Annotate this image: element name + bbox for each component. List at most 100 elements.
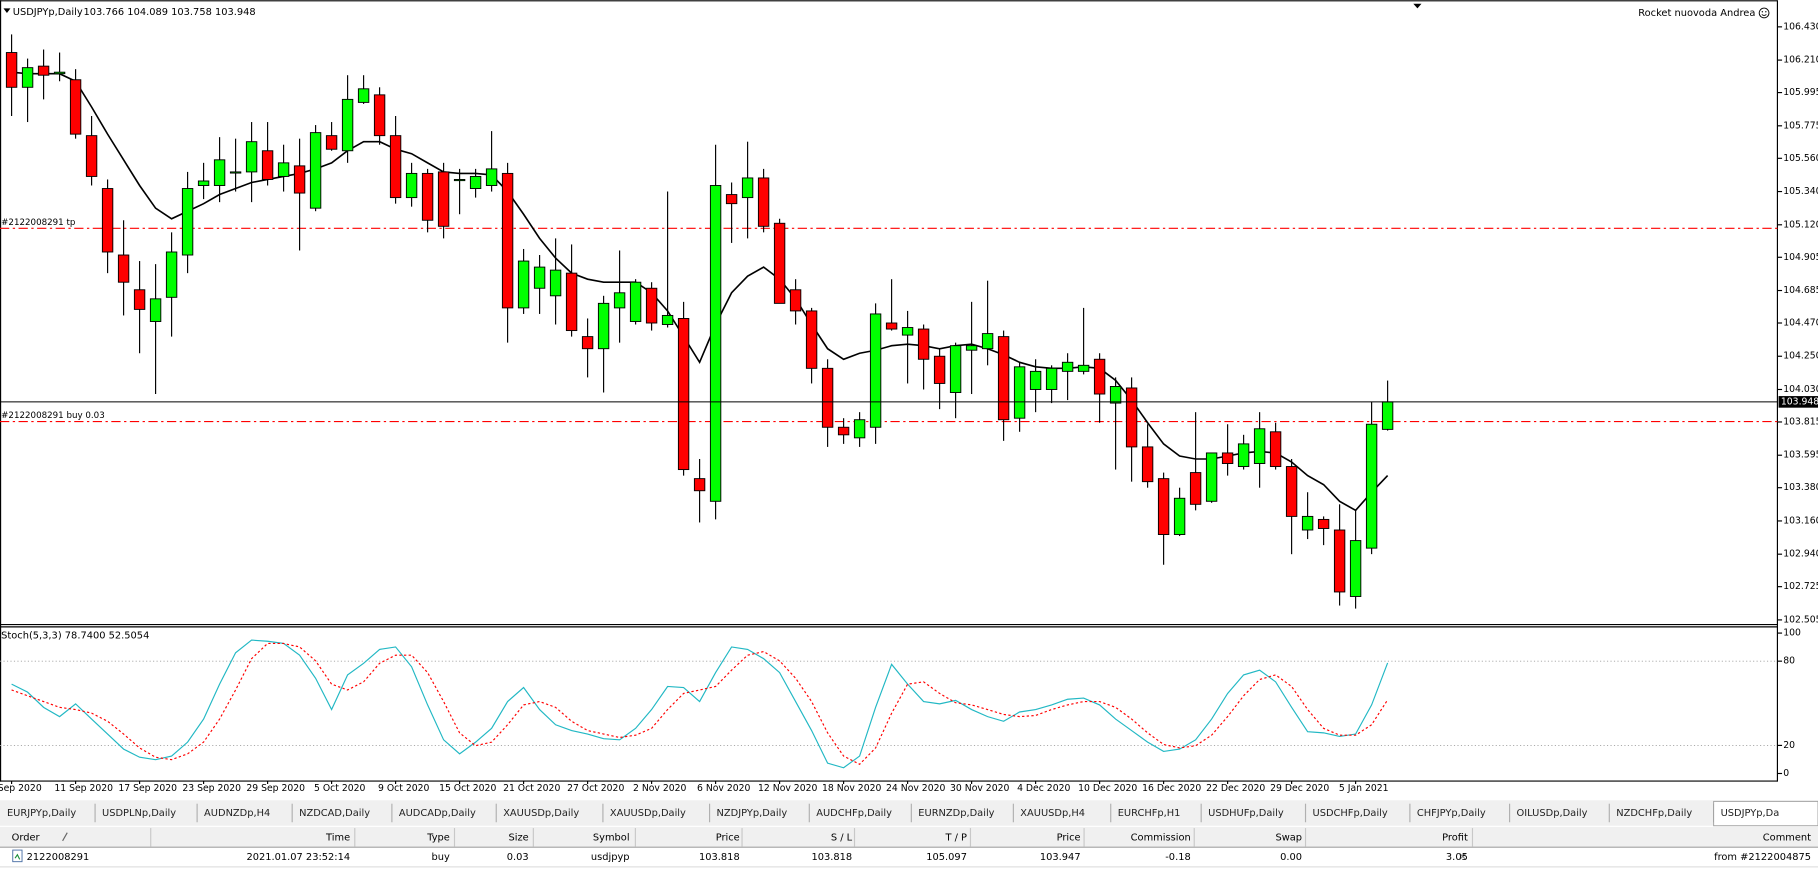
column-header[interactable]: Time (325, 832, 350, 843)
chart-tab[interactable]: OILUSDp,Daily (1517, 808, 1588, 819)
table-cell: 0.00 (1280, 852, 1302, 863)
chart-tab[interactable]: NZDCHFp,Daily (1616, 808, 1692, 819)
candle-body (389, 135, 402, 199)
candle-body (869, 313, 882, 428)
candle-body (533, 266, 546, 289)
chart-tab[interactable]: USDHUFp,Daily (1208, 808, 1284, 819)
sort-icon[interactable] (62, 832, 68, 842)
candle-body (613, 292, 626, 309)
chart-tab[interactable]: AUDCADp,Daily (399, 808, 476, 819)
chart-tab[interactable]: EURCHFp,H1 (1118, 808, 1181, 819)
candle-body (1093, 358, 1106, 395)
candle-body (1317, 518, 1330, 529)
y-tick-label: 104.030 (1783, 384, 1818, 395)
candle-body (469, 175, 482, 189)
column-header[interactable]: Price (1057, 832, 1081, 843)
candle-body (373, 94, 386, 137)
y-tick-label: 104.470 (1783, 318, 1818, 329)
x-tick-label: 9 Oct 2020 (378, 783, 429, 794)
chart-tab[interactable]: AUDCHFp,Daily (816, 808, 892, 819)
column-header[interactable]: Type (426, 832, 450, 843)
candle-body (949, 345, 962, 393)
indicator-title: Stoch(5,3,3) 78.7400 52.5054 (1, 631, 149, 642)
chart-tab[interactable]: NZDJPYp,Daily (717, 808, 788, 819)
indicator-line (11, 639, 1389, 769)
y-tick-label: 80 (1783, 656, 1795, 667)
chart-tab[interactable]: AUDNZDp,H4 (204, 808, 270, 819)
x-tick-label: 18 Nov 2020 (822, 783, 881, 794)
candle-body (101, 188, 114, 253)
candle-body (885, 322, 898, 330)
chart-tab[interactable]: USDCHFp,Daily (1312, 808, 1387, 819)
column-header[interactable]: Commission (1131, 832, 1191, 843)
candle-body (37, 65, 50, 76)
column-header[interactable]: Size (508, 832, 528, 843)
indicator-line (11, 642, 1389, 765)
candle-body (53, 71, 66, 75)
candle-body (149, 298, 162, 322)
y-tick-label: 104.250 (1783, 351, 1818, 362)
candle-body (853, 419, 866, 439)
chart-tab[interactable]: XAUUSDp,H4 (1020, 808, 1085, 819)
column-header[interactable]: Swap (1275, 832, 1302, 843)
menu-arrow[interactable] (3, 8, 11, 13)
last-price-box (1778, 396, 1818, 408)
chart-tab[interactable]: XAUUSDp,Daily (503, 808, 579, 819)
candle-body (1237, 443, 1250, 468)
candle-body (981, 333, 994, 350)
candle-body (517, 260, 530, 309)
candle-body (341, 98, 354, 152)
x-tick-label: 29 Sep 2020 (246, 783, 305, 794)
candle-body (757, 177, 770, 227)
candle-body (1061, 361, 1074, 372)
shift-marker (1413, 3, 1422, 9)
close-order-icon[interactable] (1459, 853, 1466, 860)
candle-body (693, 478, 706, 492)
x-tick-label: 17 Sep 2020 (118, 783, 177, 794)
column-header[interactable]: Order (12, 832, 41, 843)
candle-body (1109, 386, 1122, 404)
order-level-label: #2122008291 tp (1, 218, 76, 228)
candle-body (485, 168, 498, 186)
candle-body (725, 194, 738, 205)
chart-tab[interactable]: USDPLNp,Daily (102, 808, 176, 819)
column-header[interactable]: Price (716, 832, 740, 843)
x-tick-label: 11 Sep 2020 (54, 783, 113, 794)
chart-tab[interactable]: NZDCAD,Daily (299, 808, 370, 819)
candle-body (1141, 446, 1154, 483)
y-tick-label: 104.685 (1783, 285, 1818, 296)
column-header[interactable]: Symbol (593, 832, 630, 843)
x-tick-label: 16 Dec 2020 (1142, 783, 1201, 794)
candle-body (1045, 367, 1058, 390)
candle-body (629, 281, 642, 322)
last-price-label: 103.948 (1781, 396, 1818, 407)
table-cell: 103.818 (811, 852, 852, 863)
column-header[interactable]: T / P (944, 832, 967, 843)
candle-body (85, 135, 98, 177)
column-header[interactable]: Profit (1442, 832, 1468, 843)
table-cell: 0.03 (507, 852, 529, 863)
candle-body (133, 289, 146, 310)
candle-body (213, 159, 226, 186)
y-tick-label: 103.815 (1783, 416, 1818, 427)
candle-body (789, 289, 802, 312)
chart-tab[interactable]: USDJPYp,Da (1721, 808, 1780, 819)
candle-body (1301, 515, 1314, 531)
table-cell: 2021.01.07 23:52:14 (246, 852, 350, 863)
candle-body (1189, 472, 1202, 505)
chart-tab[interactable]: CHFJPYp,Daily (1417, 808, 1486, 819)
column-header[interactable]: Comment (1763, 832, 1811, 843)
table-cell: 103.818 (699, 852, 740, 863)
chart-tab[interactable]: EURNZDp,Daily (918, 808, 994, 819)
y-tick-label: 105.340 (1783, 186, 1818, 197)
x-tick-label: 27 Oct 2020 (567, 783, 624, 794)
candle-body (1349, 540, 1362, 597)
candle-body (1125, 387, 1138, 448)
chart-tab[interactable]: EURJPYp,Daily (7, 808, 76, 819)
candle-body (197, 180, 210, 186)
column-header[interactable]: S / L (831, 832, 853, 843)
table-cell: 3.05 (1446, 852, 1468, 863)
chart-tab[interactable]: XAUUSDp,Daily (610, 808, 686, 819)
x-tick-label: 15 Oct 2020 (439, 783, 496, 794)
